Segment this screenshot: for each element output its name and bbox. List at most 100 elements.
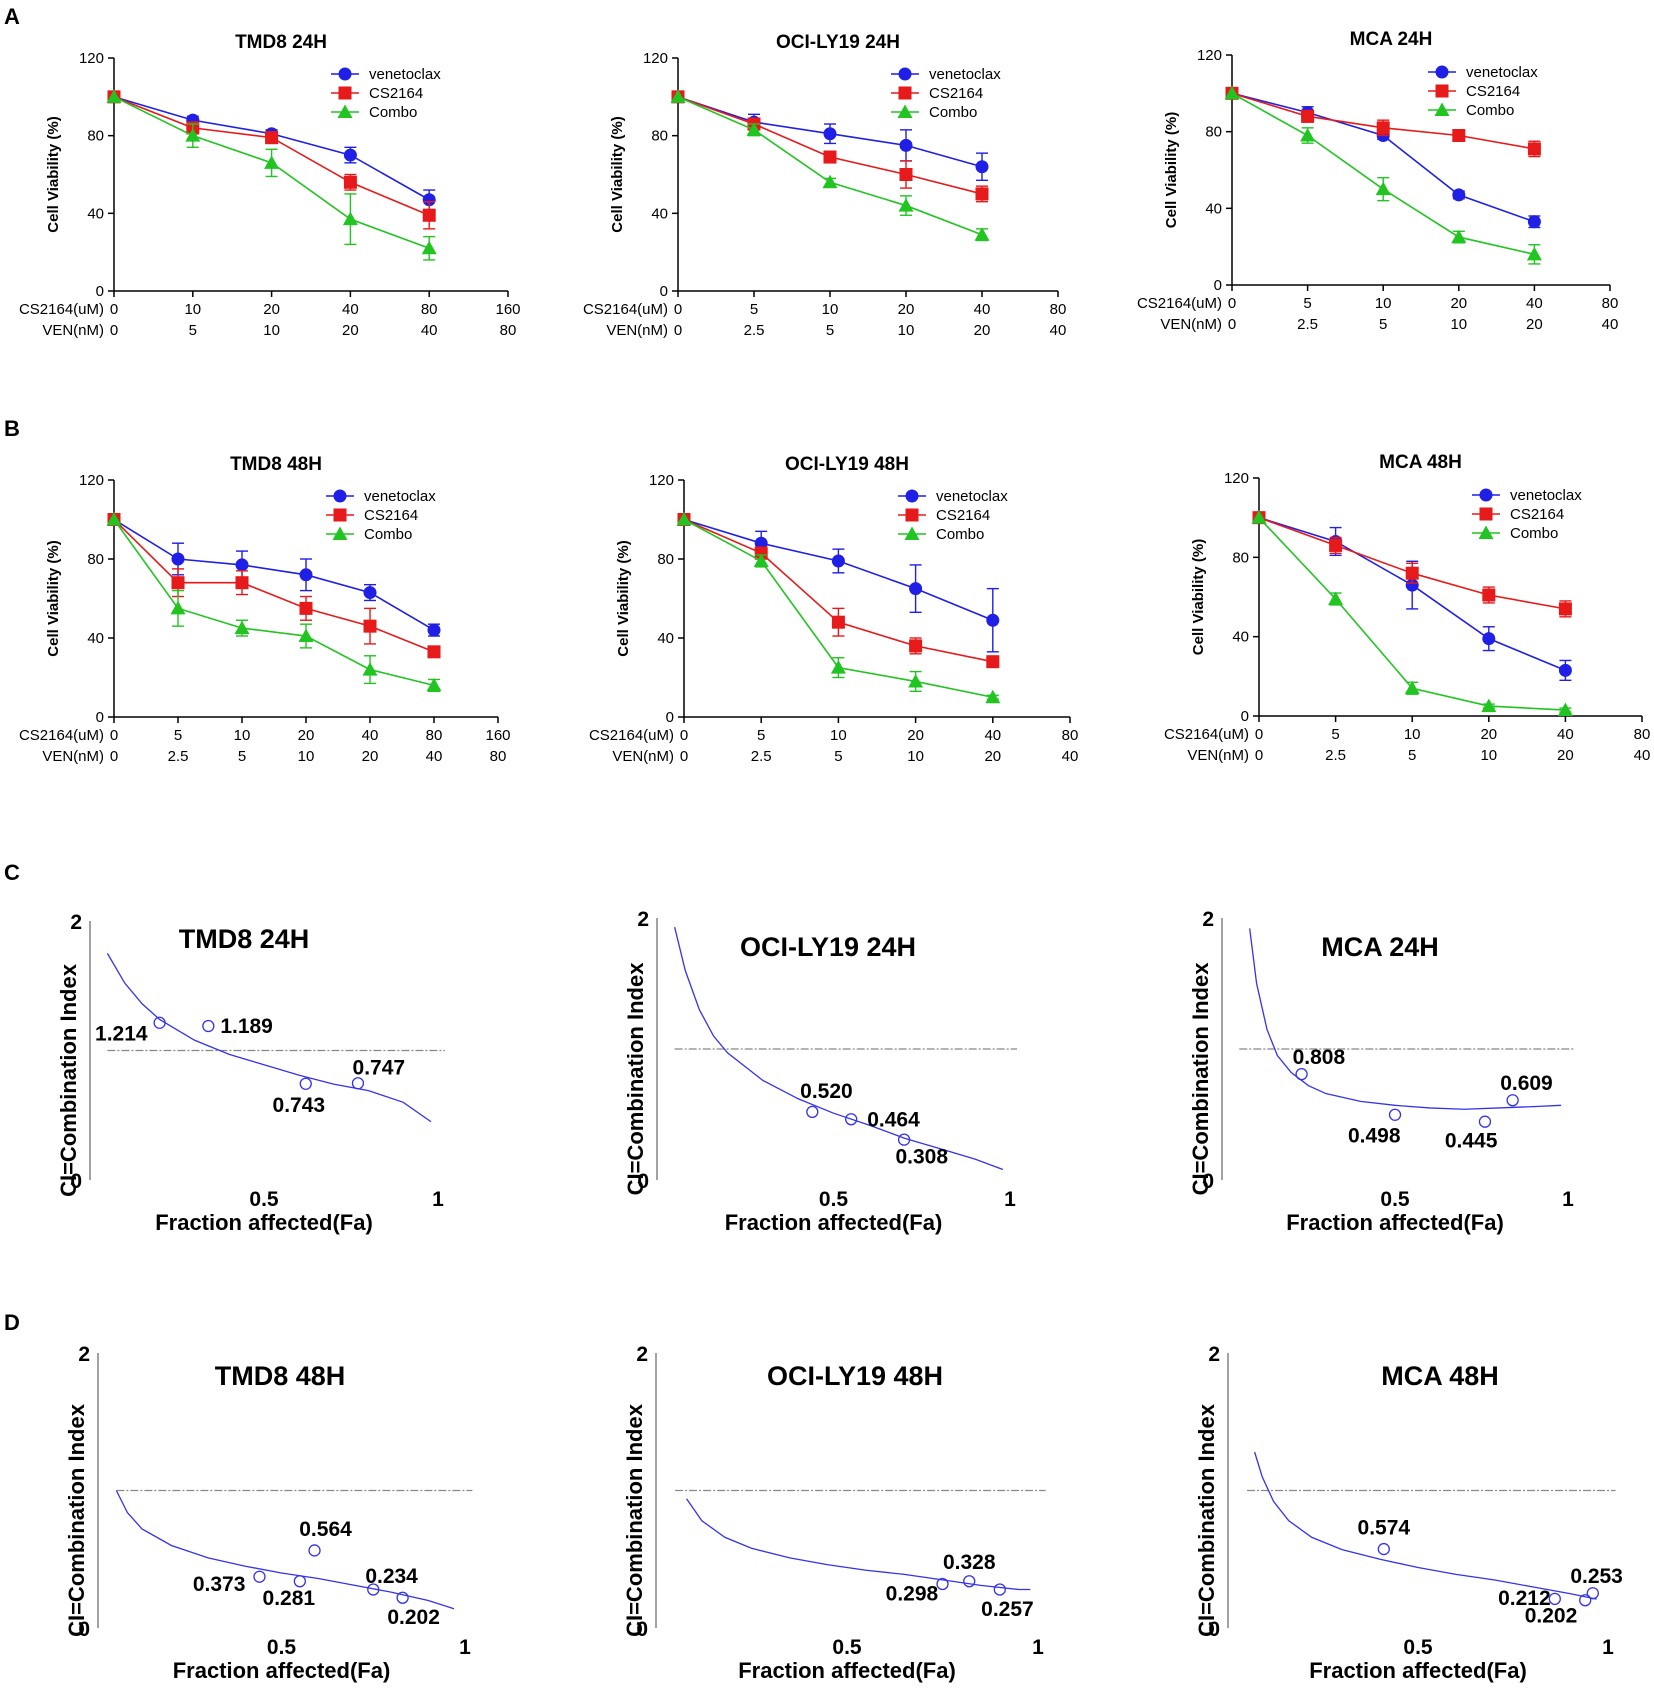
ci-point (1478, 1115, 1492, 1128)
y-tick-label: 40 (651, 205, 668, 222)
fitted-curve (106, 953, 432, 1123)
legend-label: CS2164 (1466, 83, 1520, 100)
ci-point (963, 1575, 976, 1588)
x-tick-label-ven: 5 (238, 748, 246, 765)
x-tick-label-ven: 40 (1050, 322, 1067, 339)
data-point-venetoclax (1558, 663, 1572, 677)
x-axis-title: Fraction affected(Fa) (1286, 1210, 1504, 1235)
ci-point (351, 1077, 365, 1090)
x-tick-label-ven: 10 (298, 748, 315, 765)
ci-point (1548, 1592, 1561, 1605)
x-tick-label-cs2164: 0 (110, 727, 118, 744)
x-tick-label-cs2164: 10 (1375, 295, 1392, 312)
y-axis-title: CI=Combination Index (622, 1403, 647, 1637)
ci-value-label: 0.298 (886, 1583, 939, 1606)
x-tick-label: 1 (1004, 1188, 1016, 1211)
y-tick-label: 0 (70, 1170, 82, 1193)
x-tick-label-ven: 10 (1450, 316, 1467, 333)
x-tick-label: 0.5 (1403, 1636, 1433, 1659)
y-tick-label: 0 (1241, 708, 1249, 725)
x-tick-label-cs2164: 5 (757, 727, 765, 744)
legend-marker (338, 67, 352, 81)
x-tick-label-ven: 2.5 (744, 322, 765, 339)
data-point-cs2164 (171, 576, 185, 590)
data-point-combo (1404, 680, 1420, 695)
ci-point (1579, 1594, 1592, 1607)
x-tick-label-ven: 0 (110, 748, 118, 765)
x-tick-label-ven: 0 (1228, 316, 1236, 333)
y-tick-label: 80 (657, 551, 674, 568)
data-point-cs2164 (363, 619, 377, 633)
x-tick-label: 0.5 (1380, 1188, 1410, 1211)
legend-label: Combo (364, 526, 412, 543)
data-point-combo (1300, 128, 1316, 142)
x-row-label-ven: VEN(nM) (1187, 747, 1249, 764)
data-point-venetoclax (986, 613, 1000, 627)
chart-title: MCA 48H (1381, 1361, 1499, 1391)
y-tick-label: 120 (1197, 47, 1222, 64)
x-tick-label-ven: 40 (1634, 747, 1651, 764)
chart-title: MCA 48H (1379, 452, 1462, 473)
y-tick-label: 120 (79, 472, 104, 489)
x-tick-label: 0.5 (819, 1188, 849, 1211)
ci-value-label: 0.257 (981, 1598, 1034, 1621)
ci-point (1388, 1108, 1402, 1121)
x-tick-label-cs2164: 40 (984, 727, 1001, 744)
x-row-label-ven: VEN(nM) (606, 322, 668, 339)
ci-point (936, 1577, 949, 1591)
legend-label: CS2164 (936, 507, 990, 524)
panel-label-d: D (4, 1310, 20, 1335)
x-tick-label: 1 (1562, 1188, 1574, 1211)
x-tick-label-ven: 40 (426, 748, 443, 765)
x-row-label-ven: VEN(nM) (1160, 316, 1222, 333)
data-point-cs2164 (1405, 566, 1419, 580)
data-point-venetoclax (343, 148, 357, 162)
y-tick-label: 40 (1205, 200, 1222, 217)
x-tick-label-ven: 80 (490, 748, 507, 765)
legend-marker (1479, 488, 1493, 502)
data-point-cs2164 (299, 601, 313, 615)
x-tick-label-cs2164: 80 (1050, 301, 1067, 318)
ci-point (1586, 1587, 1599, 1600)
y-axis-title: Cell Viability (%) (615, 540, 632, 656)
ci-chart-10: 2 0 0.5 1 Fraction affected(Fa) CI=Combinatio… (622, 1343, 1046, 1683)
x-tick-label-cs2164: 40 (362, 727, 379, 744)
y-tick-label: 0 (660, 283, 668, 300)
x-tick-label-ven: 20 (342, 322, 359, 339)
x-tick-label-cs2164: 5 (1303, 295, 1311, 312)
data-point-combo (974, 227, 990, 241)
data-point-venetoclax (1405, 578, 1419, 592)
ci-value-label: 0.445 (1445, 1130, 1498, 1153)
y-axis-title: Cell Viability (%) (1163, 112, 1180, 228)
y-axis-title: CI=Combination Index (56, 963, 81, 1197)
fitted-curve (686, 1498, 1031, 1591)
chart-title: TMD8 48H (230, 454, 322, 475)
y-tick-label: 80 (1232, 549, 1249, 566)
legend-label: Combo (929, 104, 977, 121)
chart-title: TMD8 48H (215, 1361, 346, 1391)
fitted-curve (1253, 1451, 1597, 1600)
x-row-label-cs2164: CS2164(uM) (19, 727, 104, 744)
x-row-label-ven: VEN(nM) (42, 748, 104, 765)
chart-title: OCI-LY19 48H (785, 454, 909, 475)
data-point-venetoclax (422, 193, 436, 207)
ci-point (153, 1016, 166, 1029)
data-point-venetoclax (823, 127, 837, 141)
legend-label: venetoclax (1466, 64, 1538, 81)
data-point-cs2164 (899, 168, 913, 181)
x-tick-label-ven: 20 (1557, 747, 1574, 764)
data-point-cs2164 (823, 150, 837, 164)
data-point-combo (106, 512, 122, 526)
data-point-combo (421, 240, 437, 255)
ci-value-label: 0.609 (1500, 1072, 1553, 1095)
ci-value-label: 0.498 (1348, 1124, 1401, 1147)
ci-chart-8: 2 0 0.5 1 Fraction affected(Fa) CI=Combinatio… (1188, 908, 1575, 1235)
ci-value-label: 0.281 (263, 1587, 316, 1610)
x-tick-label-ven: 40 (1062, 748, 1079, 765)
legend-marker (905, 489, 919, 503)
x-tick-label: 0.5 (267, 1636, 297, 1659)
y-tick-label: 2 (78, 1343, 90, 1366)
data-point-combo (170, 600, 186, 615)
x-axis-title: Fraction affected(Fa) (738, 1658, 956, 1683)
ci-point (253, 1570, 266, 1583)
